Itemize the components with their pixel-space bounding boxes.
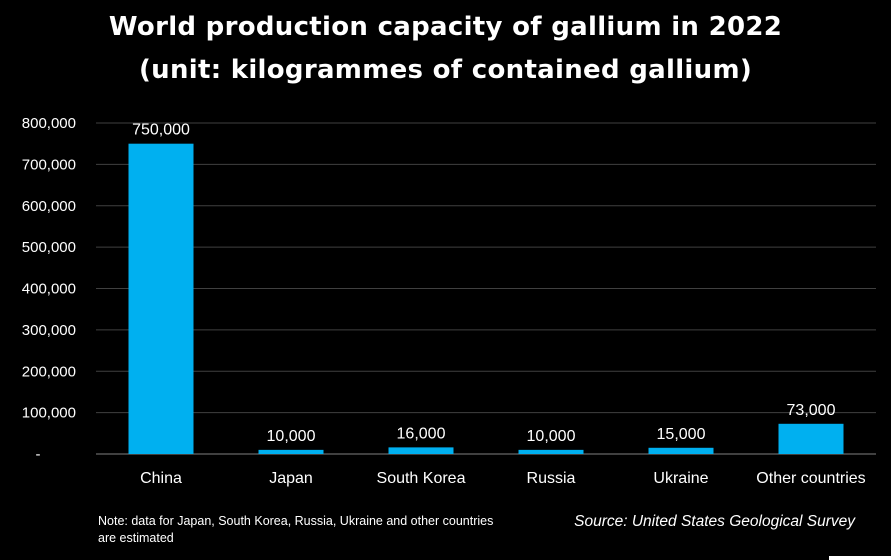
chart-subtitle: (unit: kilogrammes of contained gallium) [138,55,753,85]
y-tick-label: 100,000 [22,405,76,422]
y-tick-label: 700,000 [22,156,76,173]
x-tick-label: Japan [269,470,313,487]
x-tick-label: China [140,470,182,487]
bar [778,423,844,454]
y-tick-label: 400,000 [22,281,76,298]
bar [388,447,454,454]
x-tick-label: Russia [527,470,576,487]
source-text: Source: United States Geological Survey [574,513,855,530]
chart-title: World production capacity of gallium in … [108,12,783,42]
bar [518,449,584,454]
data-label: 10,000 [267,428,316,445]
y-tick-label: - [36,446,41,463]
y-tick-label: 500,000 [22,239,76,256]
y-tick-label: 300,000 [22,322,76,339]
bar [128,143,194,454]
corner-mark [829,556,891,560]
y-tick-label: 800,000 [22,115,76,132]
y-tick-label: 200,000 [22,363,76,380]
bar [648,447,714,454]
y-tick-label: 600,000 [22,198,76,215]
footnote: Note: data for Japan, South Korea, Russi… [98,514,494,545]
data-label: 16,000 [397,425,446,442]
data-label: 750,000 [132,122,190,139]
bar [258,449,324,454]
data-label: 10,000 [527,428,576,445]
data-label: 73,000 [787,402,836,419]
x-tick-label: South Korea [377,470,466,487]
x-tick-label: Other countries [756,470,865,487]
data-label: 15,000 [657,426,706,443]
x-tick-label: Ukraine [653,470,708,487]
